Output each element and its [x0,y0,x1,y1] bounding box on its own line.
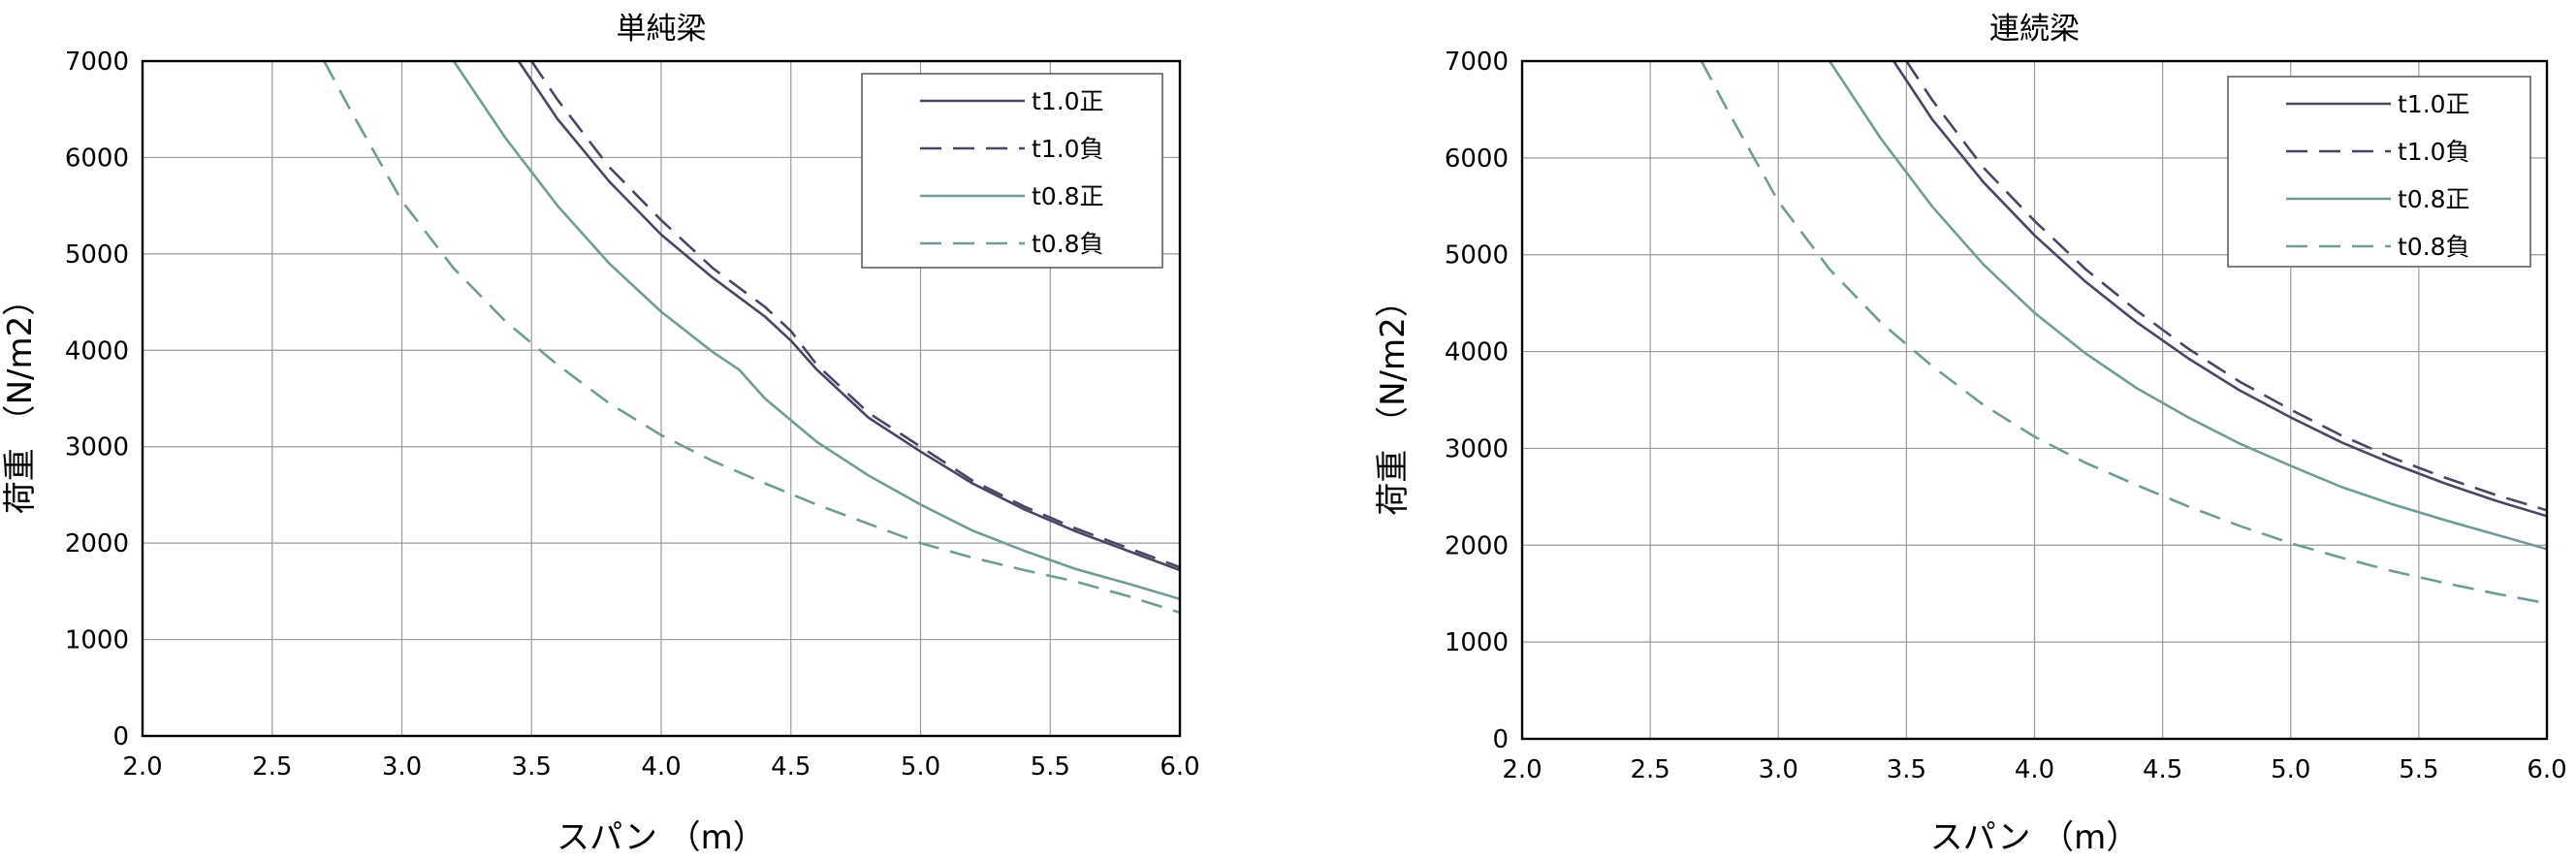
y-tick-label: 3000 [1445,434,1509,463]
x-tick-label: 4.0 [2015,755,2054,784]
x-tick-label: 4.5 [771,752,811,782]
series-line-2 [1905,61,2547,512]
legend-label: t1.0正 [1032,87,1104,115]
y-tick-label: 3000 [65,433,129,463]
series-line-1 [517,61,1180,572]
y-tick-label: 0 [1492,725,1509,754]
x-tick-label: 2.0 [1502,755,1542,784]
y-tick-label: 6000 [65,144,129,173]
series-line-2 [530,61,1180,569]
chart-2: 2.0 2.5 3.0 3.5 4.0 4.5 5.0 5.5 6.0 0 1000 2000 3000… [1374,12,2567,857]
y-tick-label: 5000 [1445,241,1509,271]
legend-box [861,73,1163,269]
chart-1: 2.0 2.5 3.0 3.5 4.0 4.5 5.0 5.5 6.0 0 1000 2000 3000… [1,12,1200,857]
x-tick-label: 5.5 [1031,752,1070,782]
legend-label: t1.0負 [1032,135,1104,163]
legend-label: t0.8正 [2398,185,2470,213]
y-tick-label: 4000 [65,336,129,366]
legend-box [2227,76,2531,268]
y-axis-label: 荷重 （N/m2） [1,283,40,514]
legend: t1.0正 t1.0負 t0.8正 t0.8負 [2227,76,2531,268]
y-tick-label: 2000 [65,529,129,559]
series-line-3 [452,61,1180,601]
x-tick-label: 5.5 [2399,755,2438,784]
y-tick-label: 4000 [1445,338,1509,367]
x-tick-label: 6.0 [2527,755,2566,784]
x-tick-label: 4.5 [2143,755,2182,784]
legend-label: t1.0負 [2398,138,2470,166]
y-tick-label: 1000 [1445,628,1509,657]
legend-label: t0.8正 [1032,182,1104,210]
x-tick-label: 3.0 [1759,755,1798,784]
y-tick-label: 6000 [1445,144,1509,174]
x-tick-label: 3.0 [382,752,422,782]
x-tick-label: 2.5 [1630,755,1670,784]
x-tick-label: 2.5 [252,752,292,782]
x-tick-label: 3.5 [1887,755,1926,784]
x-axis-label: スパン （m） [1930,818,2140,857]
y-tick-label: 0 [112,722,129,751]
series-line-3 [1829,61,2547,551]
y-tick-label: 7000 [65,48,129,77]
series-line-4 [323,61,1180,614]
y-tick-label: 2000 [1445,531,1509,560]
x-tick-label: 2.0 [122,752,162,782]
y-tick-label: 5000 [65,240,129,270]
x-axis-label: スパン （m） [557,818,766,857]
legend-label: t0.8負 [1032,230,1104,258]
y-axis-label: 荷重 （N/m2） [1374,284,1413,515]
plot-frame [141,59,1182,738]
x-tick-label: 3.5 [512,752,552,782]
legend: t1.0正 t1.0負 t0.8正 t0.8負 [861,73,1163,269]
chart-title: 連続梁 [1989,12,2080,47]
series-line-4 [1700,61,2547,605]
y-tick-label: 7000 [1445,48,1509,77]
x-tick-label: 4.0 [641,752,681,782]
y-tick-label: 1000 [65,626,129,655]
legend-label: t1.0正 [2398,90,2470,118]
series-line-1 [1892,61,2547,518]
x-tick-label: 5.0 [2271,755,2310,784]
chart-title: 単純梁 [617,12,707,47]
plot-frame [1520,59,2549,741]
x-tick-label: 5.0 [901,752,940,782]
x-tick-label: 6.0 [1160,752,1199,782]
legend-label: t0.8負 [2398,233,2470,261]
